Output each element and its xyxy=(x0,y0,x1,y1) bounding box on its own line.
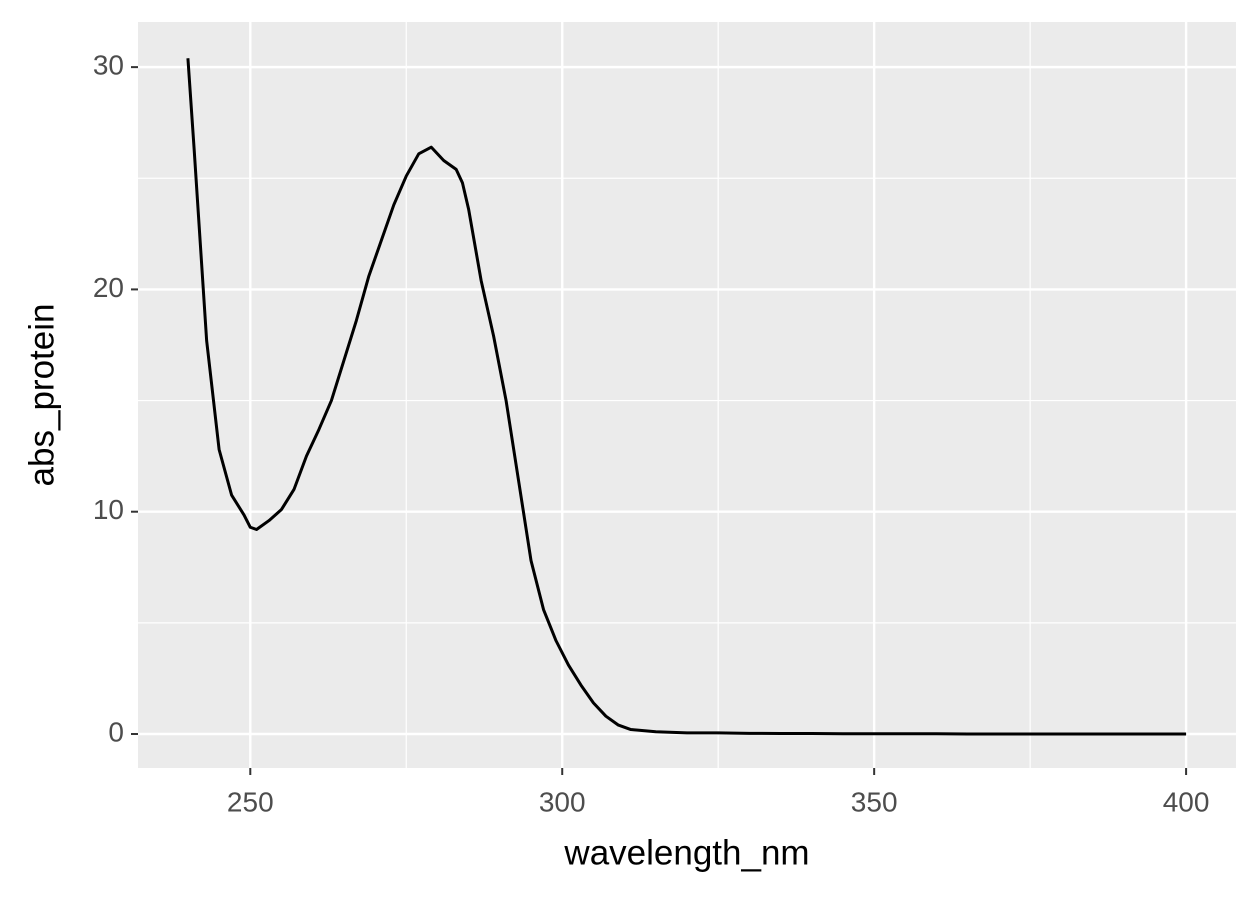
y-tick-label: 30 xyxy=(93,50,124,81)
x-axis-title: wavelength_nm xyxy=(563,833,809,872)
plot-background xyxy=(138,22,1236,768)
x-tick-label: 400 xyxy=(1163,786,1210,817)
y-tick-label: 20 xyxy=(93,272,124,303)
x-tick-label: 250 xyxy=(227,786,274,817)
x-tick-label: 350 xyxy=(851,786,898,817)
y-tick-label: 0 xyxy=(108,716,124,747)
y-tick-label: 10 xyxy=(93,494,124,525)
data-line xyxy=(186,58,1187,736)
x-tick-label: 300 xyxy=(539,786,586,817)
y-axis-title: abs_protein xyxy=(22,304,61,487)
